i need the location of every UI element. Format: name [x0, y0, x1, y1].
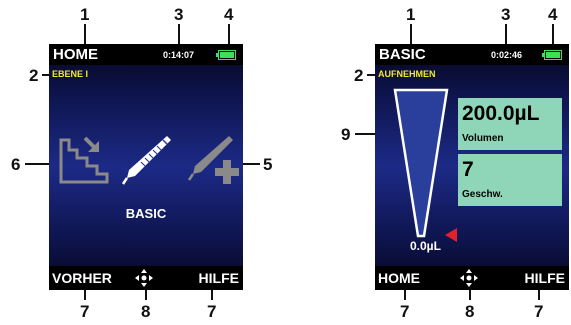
volume-box[interactable]: 200.0µL Volumen [458, 98, 562, 150]
level-label: EBENE I [52, 69, 89, 79]
clock: 0:02:46 [491, 50, 523, 60]
battery-icon [216, 50, 236, 60]
softkey-right[interactable]: HILFE [524, 270, 565, 286]
status-bar: HOME 0:14:07 [49, 44, 243, 65]
callout-8-right: 8 [465, 302, 475, 321]
mode-label: AUFNEHMEN [378, 69, 436, 79]
red-pointer-icon [445, 228, 457, 242]
speed-label: Geschw. [462, 189, 503, 200]
callout-2-left: 2 [29, 66, 39, 85]
callout-9-right: 9 [341, 125, 351, 144]
battery-icon [542, 50, 562, 60]
softkey-bar: VORHER HILFE [49, 266, 243, 290]
volume-value: 200.0µL [462, 102, 540, 125]
screen-title: BASIC [379, 46, 426, 63]
callout-1-left: 1 [80, 5, 90, 24]
softkey-right[interactable]: HILFE [198, 270, 239, 286]
callout-4-right: 4 [548, 5, 558, 24]
callout-7a-right: 7 [400, 302, 410, 321]
callout-3-right: 3 [501, 5, 511, 24]
softkey-bar: HOME HILFE [375, 266, 569, 290]
pipette-plus-icon[interactable] [185, 132, 241, 188]
clock: 0:14:07 [163, 50, 195, 60]
callout-7b-left: 7 [207, 302, 217, 321]
callout-4-left: 4 [224, 5, 234, 24]
speed-box[interactable]: 7 Geschw. [458, 154, 562, 206]
callout-1-right: 1 [406, 5, 416, 24]
volume-label: Volumen [462, 133, 504, 144]
current-volume: 0.0µL [410, 239, 441, 253]
callout-3-left: 3 [174, 5, 184, 24]
callout-2-right: 2 [354, 66, 364, 85]
basic-screen: BASIC 0:02:46 AUFNEHMEN 0.0µL 200.0µL Vo… [375, 44, 569, 290]
callout-5-left: 5 [263, 155, 273, 174]
stairs-arrow-icon[interactable] [57, 134, 111, 186]
menu-label: BASIC [125, 206, 167, 221]
speed-value: 7 [462, 158, 474, 181]
pipette-icon[interactable] [119, 132, 173, 186]
status-bar: BASIC 0:02:46 [375, 44, 569, 65]
callout-6-left: 6 [11, 155, 21, 174]
callout-7b-right: 7 [534, 302, 544, 321]
callout-7a-left: 7 [80, 302, 90, 321]
callout-8-left: 8 [141, 302, 151, 321]
pipette-tip-indicator-icon [393, 88, 449, 238]
home-screen: HOME 0:14:07 EBENE I BASIC VORHER HILFE [49, 44, 243, 290]
nav-pad-icon[interactable] [460, 269, 478, 287]
screen-title: HOME [53, 46, 98, 63]
nav-pad-icon[interactable] [135, 269, 153, 287]
softkey-left[interactable]: HOME [378, 270, 420, 286]
softkey-left[interactable]: VORHER [52, 270, 112, 286]
